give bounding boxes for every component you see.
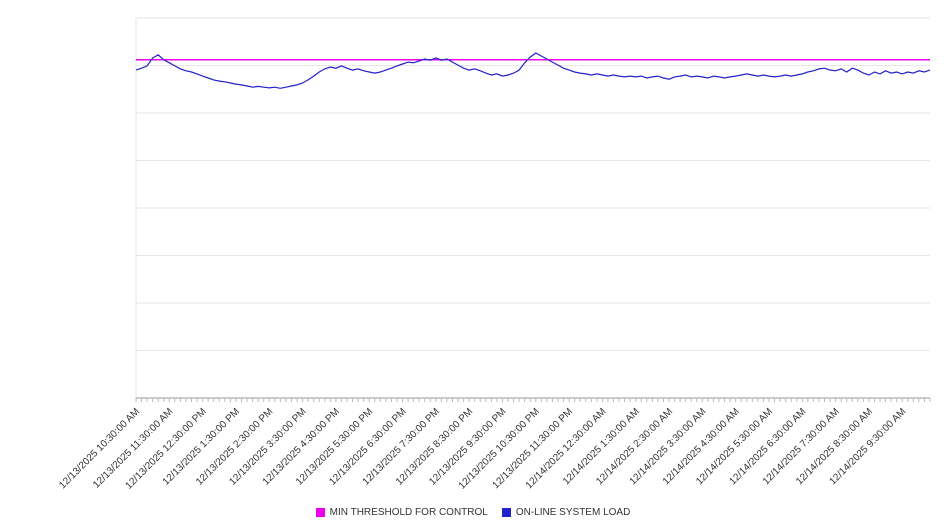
legend-label-system-load: ON-LINE SYSTEM LOAD [515,507,631,518]
legend-item-system-load: ON-LINE SYSTEM LOAD [501,507,631,518]
legend-label-min-threshold: MIN THRESHOLD FOR CONTROL [329,507,488,518]
chart-legend: MIN THRESHOLD FOR CONTROL ON-LINE SYSTEM… [0,507,946,518]
legend-swatch-magenta [315,508,325,517]
legend-item-min-threshold: MIN THRESHOLD FOR CONTROL [315,507,488,518]
legend-swatch-blue [501,508,511,517]
